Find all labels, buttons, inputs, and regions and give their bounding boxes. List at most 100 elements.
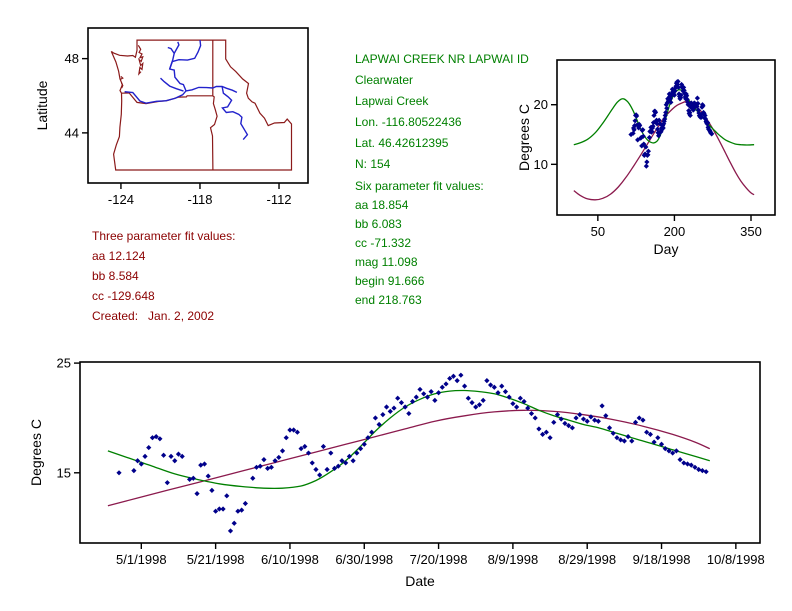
fit3-aa: aa 12.124 [92, 249, 146, 263]
observation-point [695, 100, 701, 107]
observation-point [142, 453, 148, 459]
observation-point [606, 425, 613, 431]
observation-point [272, 458, 278, 464]
observation-point [651, 439, 657, 445]
station-longitude: Lon. -116.80522436 [355, 115, 462, 129]
observation-point [634, 113, 640, 119]
observation-point [398, 399, 405, 406]
observation-point [346, 453, 352, 459]
station-info: LAPWAI CREEK NR LAPWAI ID Clearwater Lap… [355, 49, 529, 175]
observation-point [387, 408, 393, 414]
observation-point [328, 450, 334, 456]
observation-point [652, 109, 659, 116]
observation-point [640, 133, 646, 139]
fit6-end: end 218.763 [355, 293, 422, 307]
x-tick-label: -124 [108, 192, 134, 207]
observation-point [684, 93, 690, 99]
observation-point [580, 416, 587, 422]
observation-point [209, 487, 215, 493]
observation-point [698, 114, 705, 120]
observation-point [339, 458, 345, 464]
observation-point [287, 427, 293, 433]
observation-point [417, 386, 423, 393]
observation-point [216, 506, 222, 512]
observation-point [499, 383, 505, 389]
station-latitude: Lat. 46.42612395 [355, 136, 449, 150]
observation-point [629, 438, 635, 444]
observation-point [528, 410, 535, 417]
observation-point [491, 384, 497, 390]
observation-point [643, 163, 649, 169]
observation-point [354, 450, 360, 456]
observation-point [636, 125, 642, 131]
observation-point [654, 126, 661, 132]
x-tick-label: 8/29/1998 [558, 552, 616, 567]
observation-point [532, 415, 538, 421]
observation-point [480, 397, 486, 403]
x-tick-label: 10/8/1998 [707, 552, 765, 567]
observation-point [687, 112, 693, 119]
observation-point [435, 390, 442, 396]
observation-point [369, 429, 375, 435]
observation-point [131, 468, 137, 474]
x-axis-title: Date [405, 573, 435, 589]
observation-point [694, 95, 700, 101]
river-path [124, 40, 202, 104]
observation-point [517, 395, 523, 401]
observation-point [250, 475, 256, 481]
river-path [160, 77, 184, 92]
observation-point [655, 435, 661, 441]
observation-point [621, 438, 627, 444]
observation-point [525, 405, 531, 411]
state-border-path [137, 44, 144, 76]
observation-point [696, 466, 702, 473]
station-n-count: N: 154 [355, 157, 391, 171]
observation-point [584, 418, 590, 424]
observation-point [343, 460, 349, 466]
observation-point [700, 103, 706, 109]
observation-point [242, 500, 248, 507]
observation-point [610, 430, 616, 436]
fit6-aa: aa 18.854 [355, 198, 409, 212]
observation-point [365, 435, 371, 441]
observation-point [688, 462, 694, 468]
observation-point [675, 78, 681, 85]
observation-point [157, 436, 163, 442]
observation-points [116, 372, 709, 534]
observation-point [649, 128, 655, 135]
observation-point [172, 458, 178, 464]
state-border-path [209, 40, 218, 171]
observation-point [168, 453, 174, 459]
observation-point [588, 414, 594, 420]
observation-point [636, 415, 642, 421]
observation-point [685, 99, 691, 105]
observation-point [283, 435, 289, 441]
observation-point [302, 443, 308, 450]
observation-point [261, 457, 267, 463]
observation-point [153, 433, 159, 440]
observation-point [461, 383, 468, 389]
observation-point [668, 99, 674, 105]
station-basin: Clearwater [355, 73, 414, 87]
fit3-created: Created: Jan. 2, 2002 [92, 309, 215, 323]
six-parameter-fit-info: Six parameter fit values: aa 18.854 bb 6… [355, 177, 484, 310]
observation-point [317, 472, 323, 478]
observation-point [265, 465, 271, 472]
observation-point [253, 464, 260, 470]
observation-point [465, 395, 471, 401]
observation-point [138, 461, 144, 467]
observation-point [506, 394, 512, 400]
observation-point [134, 458, 141, 464]
x-tick-label: 5/21/1998 [187, 552, 245, 567]
observation-point [660, 125, 666, 131]
observation-point [618, 437, 624, 443]
observation-point [309, 460, 315, 466]
observation-point [547, 435, 553, 441]
observation-point [663, 109, 669, 116]
y-tick-label: 48 [65, 51, 79, 66]
date-fit-plot: 5/1/1998 5/21/1998 6/10/1998 6/30/1998 7/20/… [28, 356, 765, 589]
x-tick-label: -112 [266, 192, 291, 207]
observation-point [495, 390, 501, 396]
x-tick-label: 50 [591, 224, 605, 239]
observation-point [432, 397, 438, 403]
